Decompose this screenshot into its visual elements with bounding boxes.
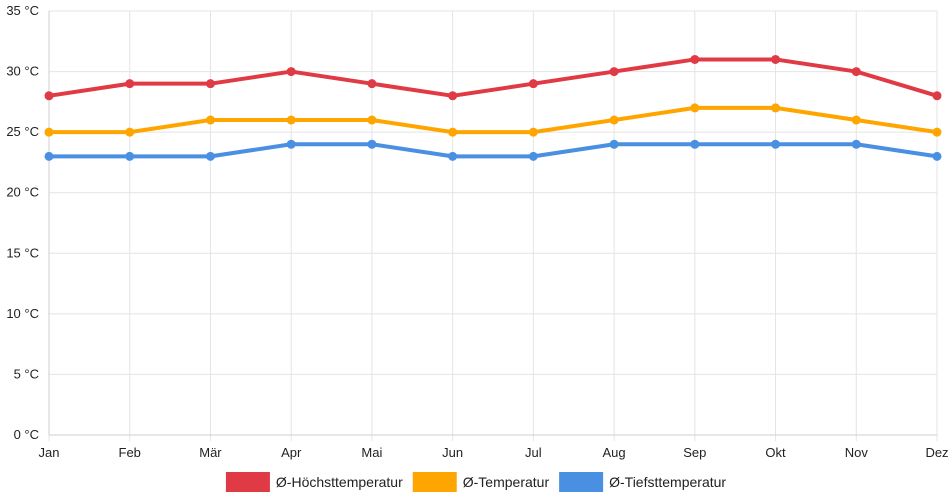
x-tick-label: Dez xyxy=(925,445,948,460)
series-lines xyxy=(44,54,942,161)
data-point xyxy=(932,151,942,161)
series-line xyxy=(47,142,939,159)
y-tick-label: 10 °C xyxy=(6,306,39,321)
x-tick-label: Jun xyxy=(442,445,463,460)
grid-lines xyxy=(48,10,938,441)
data-point xyxy=(448,127,458,137)
data-point xyxy=(286,67,296,77)
data-point xyxy=(932,127,942,137)
data-point xyxy=(771,103,781,113)
data-point xyxy=(690,139,700,149)
data-point xyxy=(44,91,54,101)
data-point xyxy=(205,151,215,161)
data-point xyxy=(286,139,296,149)
data-point xyxy=(609,67,619,77)
data-point xyxy=(609,139,619,149)
x-tick-label: Sep xyxy=(683,445,706,460)
y-tick-label: 15 °C xyxy=(6,245,39,260)
data-point xyxy=(125,151,135,161)
data-point xyxy=(609,115,619,125)
legend-swatch xyxy=(225,472,270,492)
data-point xyxy=(771,54,781,64)
x-tick-label: Mär xyxy=(199,445,222,460)
data-point xyxy=(528,79,538,89)
data-point xyxy=(771,139,781,149)
x-tick-label: Jul xyxy=(525,445,542,460)
data-point xyxy=(448,91,458,101)
legend-label: Ø-Höchsttemperatur xyxy=(276,474,403,490)
data-point xyxy=(851,67,861,77)
data-point xyxy=(690,54,700,64)
legend[interactable]: Ø-Höchsttemperatur Ø-Temperatur Ø-Tiefstte… xyxy=(225,472,726,492)
series-1 xyxy=(44,54,942,101)
x-tick-label: Jan xyxy=(39,445,60,460)
data-point xyxy=(44,127,54,137)
data-point xyxy=(528,127,538,137)
data-point xyxy=(286,115,296,125)
data-point xyxy=(205,115,215,125)
x-tick-label: Mai xyxy=(361,445,382,460)
y-tick-label: 30 °C xyxy=(6,64,39,79)
legend-item-1[interactable]: Ø-Höchsttemperatur xyxy=(225,472,403,492)
legend-item-3[interactable]: Ø-Tiefsttemperatur xyxy=(559,472,726,492)
data-point xyxy=(851,115,861,125)
legend-label: Ø-Temperatur xyxy=(463,474,550,490)
series-line xyxy=(47,105,939,135)
axes: 0 °C 5 °C 10 °C 15 °C 20 °C 25 °C 30 °C 35 °C Ja… xyxy=(6,3,948,460)
data-point xyxy=(367,79,377,89)
data-point xyxy=(125,127,135,137)
x-tick-label: Aug xyxy=(603,445,626,460)
x-tick-label: Apr xyxy=(281,445,302,460)
data-point xyxy=(205,79,215,89)
data-point xyxy=(690,103,700,113)
legend-swatch xyxy=(559,472,604,492)
series-3 xyxy=(44,139,942,161)
y-tick-label: 20 °C xyxy=(6,185,39,200)
series-2 xyxy=(44,103,942,137)
x-tick-label: Nov xyxy=(845,445,869,460)
legend-label: Ø-Tiefsttemperatur xyxy=(609,474,726,490)
data-point xyxy=(367,115,377,125)
data-point xyxy=(367,139,377,149)
legend-item-2[interactable]: Ø-Temperatur xyxy=(412,472,550,492)
x-tick-label: Feb xyxy=(119,445,141,460)
data-point xyxy=(528,151,538,161)
y-tick-label: 35 °C xyxy=(6,3,39,18)
series-line xyxy=(47,57,939,98)
data-point xyxy=(932,91,942,101)
y-tick-label: 25 °C xyxy=(6,124,39,139)
x-tick-label: Okt xyxy=(765,445,786,460)
data-point xyxy=(125,79,135,89)
y-tick-label: 5 °C xyxy=(14,366,39,381)
data-point xyxy=(448,151,458,161)
data-point xyxy=(851,139,861,149)
legend-swatch xyxy=(412,472,457,492)
data-point xyxy=(44,151,54,161)
y-tick-label: 0 °C xyxy=(14,427,39,442)
